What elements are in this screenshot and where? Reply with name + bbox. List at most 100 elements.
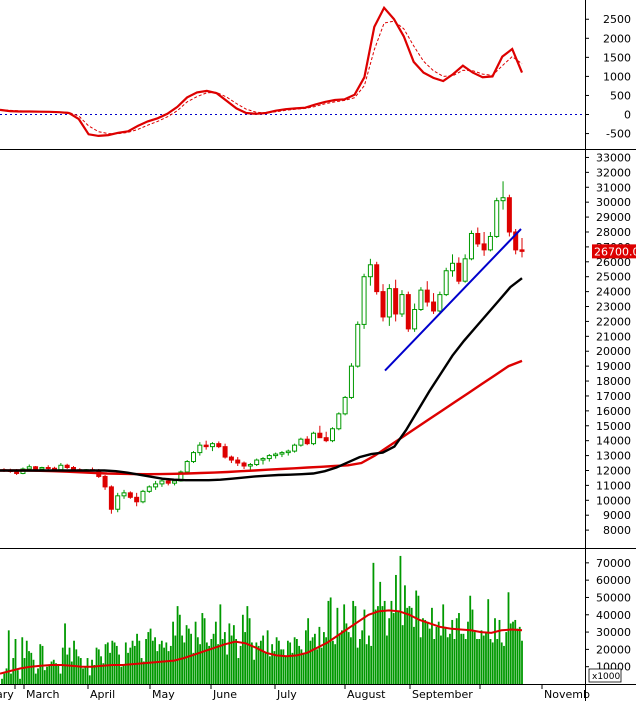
candle-down — [481, 243, 487, 251]
candle-up — [209, 443, 215, 448]
volume-bar — [102, 663, 105, 684]
volume-bar — [316, 649, 319, 684]
volume-bar — [383, 600, 386, 684]
volume-bar — [19, 678, 21, 684]
candle-up — [26, 466, 32, 470]
price-y-tick-label: 20000 — [596, 345, 631, 358]
volume-bar — [444, 626, 447, 684]
volume-bar — [268, 656, 271, 684]
volume-bar — [509, 623, 512, 684]
volume-bar — [113, 642, 116, 684]
candle-up — [462, 258, 468, 282]
volume-bar — [379, 581, 382, 684]
volume-bar — [460, 633, 463, 684]
volume-bar — [435, 626, 438, 684]
macd-panel: 2500 2000 1500 1000 500 0 -500 — [0, 5, 631, 141]
candle-up — [153, 483, 159, 488]
volume-bar — [388, 618, 391, 684]
volume-bar — [318, 626, 321, 684]
volume-y-tick-label: 20000 — [596, 643, 631, 656]
price-y-tick-label: 15000 — [596, 420, 631, 433]
price-y-tick-label: 14000 — [596, 435, 631, 448]
volume-bar — [386, 635, 388, 684]
volume-bar — [230, 635, 233, 684]
volume-bar — [350, 637, 352, 684]
volume-bar — [390, 600, 393, 684]
volume-bar — [352, 600, 355, 684]
candle-up — [58, 464, 64, 471]
macd-y-tick-label: 1000 — [603, 70, 631, 83]
candle-up — [412, 308, 418, 330]
candle-down — [108, 486, 114, 510]
month-label: June — [212, 688, 237, 701]
volume-bar — [48, 664, 51, 684]
volume-bar — [368, 635, 370, 684]
macd-y-tick-label: 2000 — [603, 32, 631, 45]
volume-bar — [221, 639, 224, 684]
volume-bar — [91, 659, 93, 684]
candle-up — [254, 459, 260, 466]
volume-bar — [199, 644, 201, 684]
candle-down — [304, 438, 310, 445]
price-y-tick-label: 21000 — [596, 330, 631, 343]
volume-bar — [205, 642, 208, 684]
x-axis-months: ary March April May June July August September N… — [0, 684, 590, 701]
volume-bar — [133, 645, 136, 684]
volume-bar — [347, 632, 350, 684]
macd-y-axis: 2500 2000 1500 1000 500 0 -500 — [585, 13, 631, 141]
volume-y-tick-label: 30000 — [596, 626, 631, 639]
volume-bar — [181, 635, 183, 684]
candle-down — [405, 294, 411, 330]
volume-bar — [253, 659, 256, 684]
trendline — [384, 228, 522, 372]
volume-bar — [178, 614, 181, 684]
volume-bar — [284, 656, 287, 684]
candle-down — [317, 432, 323, 439]
candle-up — [184, 461, 190, 473]
volume-bar — [449, 633, 451, 684]
volume-bar — [473, 632, 476, 684]
volume-bar — [210, 639, 213, 684]
volume-bar — [124, 642, 127, 684]
volume-bar — [500, 642, 503, 684]
volume-bar — [467, 621, 469, 684]
volume-bar — [241, 614, 244, 684]
volume-bar — [57, 664, 60, 684]
candle-down — [431, 301, 437, 312]
candle-down — [374, 264, 380, 293]
volume-bar — [471, 609, 474, 684]
volume-bar — [118, 654, 120, 684]
volume-bar — [458, 613, 460, 684]
volume-bar — [73, 640, 75, 684]
macd-y-tick-label: 500 — [610, 89, 631, 102]
volume-bar — [32, 659, 35, 684]
volume-bar — [478, 639, 481, 684]
volume-bar — [248, 618, 251, 684]
volume-bar — [5, 668, 8, 684]
volume-bar — [192, 652, 195, 684]
volume-bar — [185, 625, 188, 684]
volume-bar — [183, 642, 186, 684]
volume-bar — [304, 630, 307, 684]
candle-down — [456, 262, 462, 282]
candle-up — [39, 467, 45, 470]
volume-bar — [413, 626, 415, 684]
volume-bar — [212, 633, 215, 684]
volume-bar — [257, 645, 260, 684]
month-label: April — [90, 688, 115, 701]
price-y-tick-label: 23000 — [596, 301, 631, 314]
volume-bar — [111, 640, 114, 684]
volume-bar — [280, 649, 283, 684]
volume-bar — [273, 651, 276, 684]
volume-bar — [282, 649, 285, 684]
volume-bar — [325, 637, 328, 684]
candle-up — [336, 413, 342, 430]
volume-bar — [140, 658, 143, 684]
price-y-tick-label: 11000 — [596, 479, 631, 492]
volume-bar — [266, 630, 269, 684]
volume-bar — [507, 592, 510, 684]
macd-y-tick-label: 2500 — [603, 13, 631, 26]
volume-bar — [277, 640, 280, 684]
